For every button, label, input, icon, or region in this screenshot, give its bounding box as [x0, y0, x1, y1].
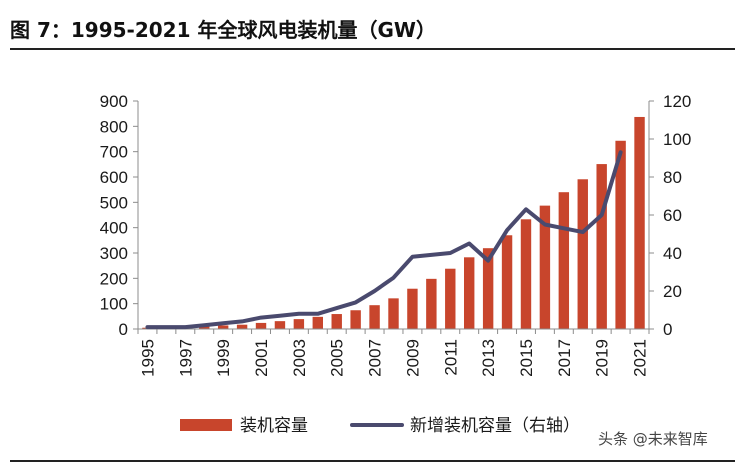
- bar-2012: [464, 257, 475, 329]
- x-tick-label: 1997: [176, 339, 195, 377]
- bar-2001: [255, 322, 267, 329]
- bar-2011: [445, 268, 456, 329]
- left-tick-label: 500: [100, 193, 128, 212]
- left-tick-label: 400: [100, 219, 128, 238]
- right-tick-label: 80: [663, 168, 682, 187]
- legend-swatch-bar: [180, 419, 232, 431]
- right-tick-label: 0: [663, 320, 672, 339]
- left-tick-label: 800: [100, 117, 128, 136]
- bar-1999: [217, 325, 229, 329]
- bar-2014: [501, 235, 513, 329]
- right-tick-label: 20: [663, 282, 682, 301]
- title-divider: [10, 48, 735, 50]
- x-tick-label: 1999: [214, 339, 233, 377]
- legend-label-bar: 装机容量: [240, 416, 308, 436]
- x-tick-label: 2001: [252, 339, 271, 377]
- bottom-divider: [10, 460, 735, 462]
- x-tick-label: 2019: [593, 339, 612, 377]
- x-tick-label: 2003: [290, 339, 309, 377]
- right-tick-label: 60: [663, 206, 682, 225]
- left-tick-label: 900: [100, 92, 128, 111]
- x-tick-label: 2015: [517, 339, 536, 377]
- left-tick-label: 700: [100, 143, 128, 162]
- bar-2019: [596, 164, 607, 329]
- x-tick-label: 2017: [555, 339, 574, 377]
- x-tick-label: 1995: [138, 339, 157, 377]
- axes: 0 100 200 300 400 500 600 700 800 900 0 20 40 60 80 100…: [100, 92, 692, 377]
- legend: 装机容量 新增装机容量（右轴）: [180, 416, 580, 436]
- bar-2007: [369, 305, 380, 329]
- left-tick-label: 0: [119, 320, 128, 339]
- bar-1998: [199, 326, 210, 329]
- left-tick-label: 600: [100, 168, 128, 187]
- bar-2021: [634, 116, 645, 330]
- bar-2008: [388, 298, 399, 329]
- left-tick-label: 300: [100, 244, 128, 263]
- right-tick-label: 120: [663, 92, 691, 111]
- bar-2004: [312, 316, 323, 329]
- bar-2002: [274, 321, 286, 329]
- x-tick-label: 2011: [441, 339, 460, 376]
- bar-2000: [236, 324, 248, 329]
- bar-2010: [426, 278, 437, 329]
- left-tick-label: 100: [100, 295, 128, 314]
- bar-2003: [293, 319, 305, 329]
- bar-2017: [558, 192, 570, 329]
- source-watermark: 头条 @未来智库: [598, 430, 708, 448]
- right-tick-label: 40: [663, 244, 682, 263]
- bar-2009: [407, 288, 418, 329]
- bar-2013: [482, 248, 494, 329]
- bar-2015: [520, 219, 532, 329]
- new-capacity-line: [145, 150, 623, 330]
- x-tick-label: 2013: [479, 339, 498, 377]
- x-tick-label: 2021: [631, 339, 650, 377]
- line-series: [145, 150, 623, 330]
- x-tick-label: 2007: [366, 339, 385, 377]
- bar-2005: [331, 314, 342, 329]
- x-tick-label: 2005: [328, 339, 347, 377]
- legend-label-line: 新增装机容量（右轴）: [410, 416, 580, 436]
- bar-2016: [539, 205, 551, 329]
- right-tick-label: 100: [663, 130, 691, 149]
- left-tick-label: 200: [100, 269, 128, 288]
- bar-2018: [577, 179, 588, 329]
- bar-2020: [615, 140, 626, 329]
- x-tick-label: 2009: [403, 339, 422, 377]
- bar-2006: [350, 310, 361, 329]
- chart-title: 图 7：1995-2021 年全球风电装机量（GW）: [10, 18, 436, 42]
- bar-series: [142, 116, 645, 330]
